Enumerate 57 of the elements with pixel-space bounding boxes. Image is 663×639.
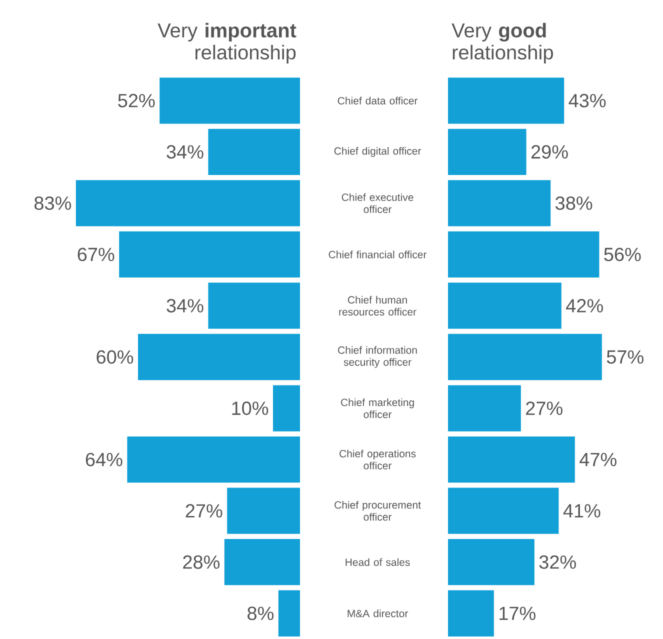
- bar: [448, 590, 494, 636]
- data-label: 43%: [568, 94, 606, 108]
- bar: [224, 539, 300, 586]
- y-tick-label: Chief information security officer: [338, 346, 417, 368]
- chart-title: Very good relationship: [452, 22, 553, 64]
- bar: [138, 334, 300, 380]
- bar: [448, 334, 602, 380]
- bar: [227, 488, 300, 534]
- chart-title: Very important relationship: [158, 22, 296, 64]
- y-tick-label: Chief financial officer: [328, 250, 427, 258]
- data-label: 34%: [166, 145, 204, 159]
- data-label: 27%: [186, 504, 222, 518]
- bar: [448, 436, 575, 483]
- data-label: 83%: [34, 196, 72, 210]
- data-label: 29%: [531, 145, 568, 159]
- bar: [76, 180, 300, 226]
- data-label: 57%: [606, 350, 644, 364]
- data-label: 28%: [183, 555, 220, 569]
- data-label: 60%: [96, 350, 134, 364]
- data-label: 52%: [118, 94, 155, 108]
- bar: [278, 590, 300, 636]
- bar: [160, 78, 300, 124]
- data-label: 10%: [232, 402, 268, 416]
- bar: [448, 180, 551, 226]
- bar: [448, 78, 564, 124]
- bar: [208, 128, 300, 175]
- y-tick-label: Chief procurement officer: [334, 500, 421, 521]
- bar: [119, 231, 300, 278]
- y-tick-label: Head of sales: [346, 558, 410, 566]
- bar: [448, 231, 600, 278]
- data-label: 42%: [566, 299, 603, 312]
- bar: [448, 385, 521, 432]
- bar: [448, 488, 559, 534]
- y-tick-label: M&A director: [348, 610, 408, 618]
- data-label: 56%: [604, 248, 641, 262]
- bar: [273, 385, 300, 432]
- data-label: 38%: [556, 196, 592, 210]
- y-tick-label: Chief human resources officer: [339, 296, 416, 316]
- y-tick-label: Chief data officer: [338, 96, 418, 104]
- data-label: 67%: [78, 248, 114, 262]
- bar: [448, 539, 534, 586]
- y-tick-label: Chief marketing officer: [341, 398, 414, 418]
- data-label: 27%: [526, 402, 562, 415]
- data-label: 64%: [86, 452, 122, 466]
- data-label: 47%: [580, 452, 616, 466]
- bar: [208, 282, 300, 329]
- data-label: 41%: [563, 504, 600, 518]
- data-label: 32%: [539, 555, 576, 569]
- y-tick-label: Chief digital officer: [334, 147, 422, 157]
- data-label: 8%: [248, 606, 274, 620]
- data-label: 34%: [166, 299, 204, 312]
- y-tick-label: Chief executive officer: [342, 193, 414, 214]
- y-tick-label: Chief operations officer: [340, 450, 416, 470]
- bar: [127, 436, 300, 483]
- bar: [448, 128, 526, 175]
- bar: [448, 282, 562, 329]
- data-label: 17%: [500, 606, 536, 620]
